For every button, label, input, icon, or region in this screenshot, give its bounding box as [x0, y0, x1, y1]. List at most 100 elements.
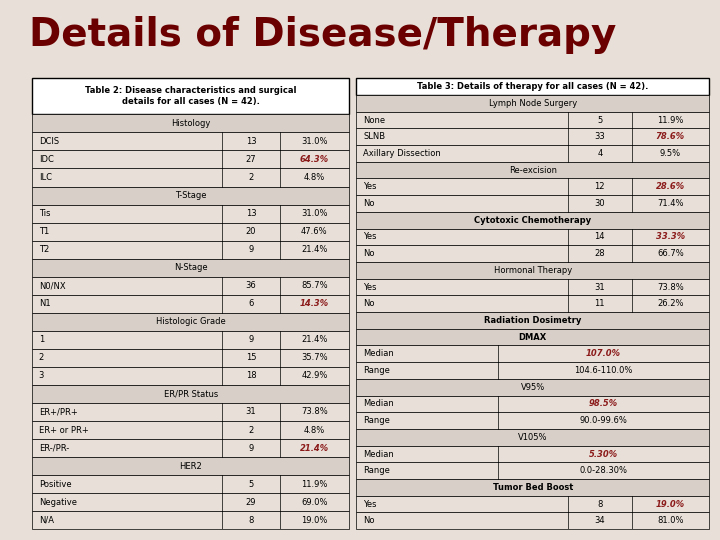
Bar: [32, 367, 349, 385]
Text: details for all cases (N = 42).: details for all cases (N = 42).: [122, 97, 260, 106]
Text: 31.0%: 31.0%: [301, 137, 328, 146]
Text: 15: 15: [246, 353, 256, 362]
Bar: [356, 78, 709, 95]
Bar: [356, 479, 709, 496]
Text: 28.6%: 28.6%: [656, 183, 685, 191]
Text: 8: 8: [597, 500, 603, 509]
Bar: [32, 259, 349, 276]
Text: 2: 2: [39, 353, 44, 362]
Bar: [356, 295, 709, 312]
Text: Hormonal Therapy: Hormonal Therapy: [494, 266, 572, 275]
Text: Range: Range: [364, 366, 390, 375]
Text: 9: 9: [248, 335, 253, 345]
Text: 66.7%: 66.7%: [657, 249, 684, 258]
Bar: [356, 429, 709, 446]
Text: 9: 9: [248, 245, 253, 254]
Bar: [32, 349, 349, 367]
Text: 31: 31: [246, 408, 256, 416]
Text: 8: 8: [248, 516, 253, 525]
Text: V95%: V95%: [521, 383, 545, 391]
Bar: [356, 179, 709, 195]
Bar: [32, 475, 349, 493]
Text: 4: 4: [597, 149, 603, 158]
Text: Cytotoxic Chemotherapy: Cytotoxic Chemotherapy: [474, 216, 591, 225]
Bar: [32, 276, 349, 295]
Bar: [356, 396, 709, 413]
Bar: [356, 162, 709, 179]
Text: 19.0%: 19.0%: [301, 516, 328, 525]
Text: N-Stage: N-Stage: [174, 263, 207, 272]
Text: 33.3%: 33.3%: [656, 232, 685, 241]
Bar: [32, 493, 349, 511]
Text: Table 2: Disease characteristics and surgical: Table 2: Disease characteristics and sur…: [85, 86, 297, 96]
Text: 18: 18: [246, 372, 256, 380]
Text: 1: 1: [39, 335, 44, 345]
Text: 2: 2: [248, 173, 253, 182]
Text: 29: 29: [246, 498, 256, 507]
Bar: [32, 222, 349, 241]
Text: 12: 12: [595, 183, 605, 191]
Bar: [32, 168, 349, 186]
Bar: [32, 241, 349, 259]
Bar: [32, 457, 349, 475]
Text: 21.4%: 21.4%: [301, 335, 328, 345]
Text: 11.9%: 11.9%: [657, 116, 683, 125]
Text: 73.8%: 73.8%: [301, 408, 328, 416]
Text: N1: N1: [39, 299, 50, 308]
Text: 42.9%: 42.9%: [301, 372, 328, 380]
Text: 5: 5: [597, 116, 603, 125]
Text: IDC: IDC: [39, 155, 53, 164]
Bar: [32, 403, 349, 421]
Text: Yes: Yes: [364, 500, 377, 509]
Bar: [356, 129, 709, 145]
Text: 90.0-99.6%: 90.0-99.6%: [580, 416, 627, 425]
Text: Histologic Grade: Histologic Grade: [156, 318, 225, 326]
Text: N0/NX: N0/NX: [39, 281, 66, 290]
Bar: [356, 329, 709, 346]
Text: Radiation Dosimetry: Radiation Dosimetry: [484, 316, 582, 325]
Bar: [356, 279, 709, 295]
Text: V105%: V105%: [518, 433, 547, 442]
Text: Median: Median: [364, 400, 395, 408]
Text: ER+/PR+: ER+/PR+: [39, 408, 78, 416]
Text: 13: 13: [246, 137, 256, 146]
Bar: [356, 195, 709, 212]
Text: 9.5%: 9.5%: [660, 149, 681, 158]
Bar: [356, 512, 709, 529]
Text: HER2: HER2: [179, 462, 202, 470]
Text: No: No: [364, 299, 375, 308]
Text: 34: 34: [595, 516, 605, 525]
Text: ILC: ILC: [39, 173, 52, 182]
Text: SLNB: SLNB: [364, 132, 386, 141]
Bar: [356, 145, 709, 162]
Bar: [356, 262, 709, 279]
Bar: [32, 295, 349, 313]
Bar: [32, 511, 349, 529]
Text: 69.0%: 69.0%: [301, 498, 328, 507]
Text: 71.4%: 71.4%: [657, 199, 684, 208]
Text: No: No: [364, 249, 375, 258]
Text: Lymph Node Surgery: Lymph Node Surgery: [489, 99, 577, 108]
Text: 14.3%: 14.3%: [300, 299, 329, 308]
Text: 21.4%: 21.4%: [300, 443, 329, 453]
Text: 30: 30: [595, 199, 605, 208]
Text: Range: Range: [364, 466, 390, 475]
Text: 64.3%: 64.3%: [300, 155, 329, 164]
Text: 21.4%: 21.4%: [301, 245, 328, 254]
Text: 31.0%: 31.0%: [301, 209, 328, 218]
Bar: [32, 78, 349, 114]
Text: 104.6-110.0%: 104.6-110.0%: [574, 366, 633, 375]
Bar: [356, 212, 709, 228]
Text: Positive: Positive: [39, 480, 71, 489]
Text: ER-/PR-: ER-/PR-: [39, 443, 69, 453]
Text: 78.6%: 78.6%: [656, 132, 685, 141]
Text: 35.7%: 35.7%: [301, 353, 328, 362]
Text: 98.5%: 98.5%: [589, 400, 618, 408]
Text: 85.7%: 85.7%: [301, 281, 328, 290]
Text: 33: 33: [595, 132, 606, 141]
Text: 47.6%: 47.6%: [301, 227, 328, 236]
Text: Axillary Dissection: Axillary Dissection: [364, 149, 441, 158]
Text: 31: 31: [595, 282, 605, 292]
Text: Table 3: Details of therapy for all cases (N = 42).: Table 3: Details of therapy for all case…: [417, 82, 649, 91]
Bar: [32, 114, 349, 132]
